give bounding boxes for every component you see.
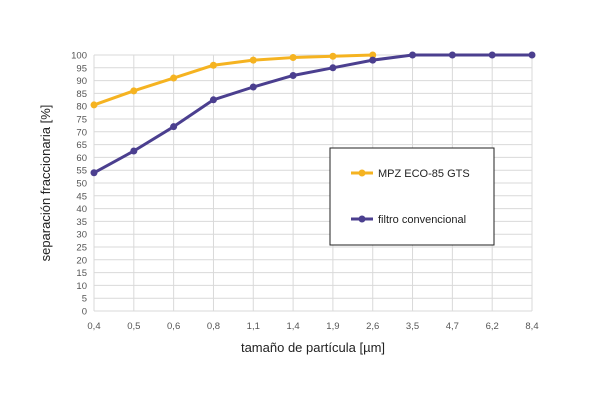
data-point bbox=[448, 51, 456, 59]
x-tick-label: 0,4 bbox=[87, 321, 100, 332]
data-point bbox=[289, 71, 297, 79]
y-tick-label: 90 bbox=[76, 76, 87, 87]
data-point bbox=[329, 52, 337, 60]
y-tick-label: 100 bbox=[71, 51, 87, 62]
x-tick-label: 2,6 bbox=[366, 321, 379, 332]
data-point bbox=[249, 83, 257, 91]
y-tick-label: 20 bbox=[76, 255, 87, 266]
legend-box bbox=[329, 147, 495, 246]
x-tick-label: 8,4 bbox=[525, 321, 538, 332]
x-tick-label: 4,7 bbox=[446, 321, 459, 332]
x-tick-label: 1,4 bbox=[286, 321, 299, 332]
y-tick-label: 35 bbox=[76, 217, 87, 228]
data-point bbox=[90, 169, 98, 177]
data-point bbox=[130, 147, 138, 155]
y-tick-label: 60 bbox=[76, 153, 87, 164]
y-tick-label: 30 bbox=[76, 230, 87, 241]
legend-label-mpz: MPZ ECO-85 GTS bbox=[378, 168, 470, 180]
data-point bbox=[528, 51, 536, 59]
x-tick-label: 0,5 bbox=[127, 321, 140, 332]
legend-label-convencional: filtro convencional bbox=[378, 214, 466, 226]
data-point bbox=[170, 74, 178, 82]
legend-marker-mpz bbox=[358, 169, 366, 177]
series-line bbox=[93, 53, 532, 175]
data-point bbox=[369, 56, 377, 64]
y-tick-label: 65 bbox=[76, 140, 87, 151]
series-layer bbox=[90, 51, 536, 177]
series-convencional bbox=[90, 51, 536, 177]
series-line bbox=[93, 53, 373, 107]
data-point bbox=[130, 87, 138, 95]
y-tick-label: 0 bbox=[82, 307, 87, 318]
data-point bbox=[209, 61, 217, 69]
y-tick-label: 40 bbox=[76, 204, 87, 215]
x-tick-label: 0,8 bbox=[207, 321, 220, 332]
y-tick-label: 45 bbox=[76, 191, 87, 202]
data-point bbox=[170, 123, 178, 131]
y-tick-label: 75 bbox=[76, 115, 87, 126]
x-tick-label: 0,6 bbox=[167, 321, 180, 332]
y-tick-label: 80 bbox=[76, 102, 87, 113]
y-tick-label: 10 bbox=[76, 281, 87, 292]
data-point bbox=[289, 54, 297, 62]
x-tick-label: 6,2 bbox=[486, 321, 499, 332]
y-axis-title: separación fraccionaria [%] bbox=[38, 105, 53, 262]
y-tick-label: 85 bbox=[76, 89, 87, 100]
legend: MPZ ECO-85 GTS filtro convencional bbox=[329, 147, 495, 246]
x-axis-title: tamaño de partícula [µm] bbox=[241, 340, 385, 355]
x-axis-ticks: 0,4 0,5 0,6 0,8 1,1 1,4 1,9 2,6 3,5 4,7 6,2 8,4 bbox=[87, 321, 538, 332]
x-tick-label: 1,1 bbox=[247, 321, 260, 332]
data-point bbox=[90, 101, 98, 109]
data-point bbox=[209, 96, 217, 104]
data-point bbox=[409, 51, 417, 59]
series-mpz bbox=[90, 51, 377, 109]
y-tick-label: 55 bbox=[76, 166, 87, 177]
y-tick-label: 25 bbox=[76, 243, 87, 254]
y-tick-label: 5 bbox=[82, 294, 87, 305]
data-point bbox=[369, 51, 377, 59]
x-tick-label: 3,5 bbox=[406, 321, 419, 332]
y-tick-label: 50 bbox=[76, 179, 87, 190]
y-tick-label: 95 bbox=[76, 63, 87, 74]
data-point bbox=[488, 51, 496, 59]
data-point bbox=[249, 56, 257, 64]
data-point bbox=[329, 64, 337, 72]
legend-marker-convencional bbox=[358, 215, 366, 223]
gridlines bbox=[93, 54, 533, 312]
y-tick-label: 70 bbox=[76, 127, 87, 138]
x-tick-label: 1,9 bbox=[326, 321, 339, 332]
y-tick-label: 15 bbox=[76, 268, 87, 279]
